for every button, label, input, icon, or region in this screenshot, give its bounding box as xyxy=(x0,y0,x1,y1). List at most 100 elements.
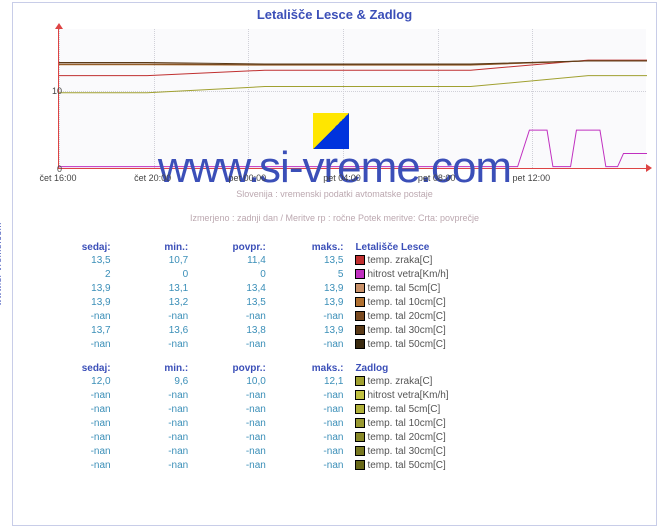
legend-swatch xyxy=(355,269,365,279)
legend-cell: temp. tal 20cm[C] xyxy=(349,431,636,445)
stat-cell: -nan xyxy=(39,417,117,431)
legend-cell: temp. tal 20cm[C] xyxy=(349,310,636,324)
legend-label: temp. tal 5cm[C] xyxy=(367,404,440,415)
x-tick-label: pet 12:00 xyxy=(513,173,551,183)
stat-cell: 13,9 xyxy=(272,282,350,296)
legend-swatch xyxy=(355,339,365,349)
legend-cell: temp. tal 30cm[C] xyxy=(349,445,636,459)
table-row: -nan-nan-nan-nantemp. tal 50cm[C] xyxy=(39,459,636,473)
stat-cell: 10,0 xyxy=(194,375,272,389)
stat-cell: -nan xyxy=(117,445,195,459)
stat-cell: -nan xyxy=(272,389,350,403)
stat-cell: 10,7 xyxy=(117,254,195,268)
stat-cell: 2 xyxy=(39,268,117,282)
stat-cell: -nan xyxy=(194,310,272,324)
stat-cell: 13,5 xyxy=(194,296,272,310)
stat-cell: 13,1 xyxy=(117,282,195,296)
legend-label: temp. zraka[C] xyxy=(367,255,432,266)
stat-cell: 13,9 xyxy=(272,324,350,338)
legend-label: temp. tal 50cm[C] xyxy=(367,339,445,350)
legend-label: temp. tal 30cm[C] xyxy=(367,325,445,336)
stat-cell: 9,6 xyxy=(117,375,195,389)
stat-cell: -nan xyxy=(194,459,272,473)
x-tick-label: pet 00:00 xyxy=(229,173,267,183)
x-tick-label: čet 16:00 xyxy=(39,173,76,183)
stat-cell: -nan xyxy=(117,459,195,473)
site-vertical-label: www.si-vreme.com xyxy=(0,222,3,306)
stat-cell: -nan xyxy=(194,445,272,459)
stat-cell: 0 xyxy=(117,268,195,282)
chart-title: Letališče Lesce & Zadlog xyxy=(13,3,656,22)
col-header: min.: xyxy=(117,241,195,254)
col-header: povpr.: xyxy=(194,241,272,254)
stat-cell: -nan xyxy=(272,338,350,352)
col-header: min.: xyxy=(117,362,195,375)
legend-cell: temp. tal 5cm[C] xyxy=(349,403,636,417)
table-row: 13,913,213,513,9temp. tal 10cm[C] xyxy=(39,296,636,310)
stat-cell: -nan xyxy=(117,310,195,324)
stat-cell: -nan xyxy=(272,459,350,473)
table-row: -nan-nan-nan-nantemp. tal 10cm[C] xyxy=(39,417,636,431)
series-line xyxy=(59,76,647,93)
chart-svg xyxy=(59,29,647,169)
legend-title: Zadlog xyxy=(349,362,636,375)
col-header: sedaj: xyxy=(39,362,117,375)
stat-cell: -nan xyxy=(117,417,195,431)
stat-cell: -nan xyxy=(39,310,117,324)
legend-label: hitrost vetra[Km/h] xyxy=(367,269,448,280)
legend-cell: temp. tal 50cm[C] xyxy=(349,459,636,473)
table-row: -nan-nan-nan-nantemp. tal 30cm[C] xyxy=(39,445,636,459)
x-tick-label: pet 08:00 xyxy=(418,173,456,183)
stat-cell: 13,9 xyxy=(39,296,117,310)
x-tick-label: pet 04:00 xyxy=(323,173,361,183)
legend-cell: temp. tal 50cm[C] xyxy=(349,338,636,352)
legend-swatch xyxy=(355,311,365,321)
stat-cell: 13,5 xyxy=(39,254,117,268)
col-header: sedaj: xyxy=(39,241,117,254)
stat-cell: -nan xyxy=(39,459,117,473)
stats-table: sedaj:min.:povpr.:maks.:Zadlog12,09,610,… xyxy=(39,362,636,473)
stat-cell: -nan xyxy=(39,403,117,417)
legend-cell: temp. tal 30cm[C] xyxy=(349,324,636,338)
stat-cell: -nan xyxy=(194,389,272,403)
legend-swatch xyxy=(355,432,365,442)
stat-cell: 11,4 xyxy=(194,254,272,268)
stat-cell: 0 xyxy=(194,268,272,282)
table-row: -nan-nan-nan-nantemp. tal 20cm[C] xyxy=(39,431,636,445)
stat-cell: 13,6 xyxy=(117,324,195,338)
stat-cell: -nan xyxy=(272,403,350,417)
legend-swatch xyxy=(355,390,365,400)
legend-swatch xyxy=(355,325,365,335)
table-row: 13,713,613,813,9temp. tal 30cm[C] xyxy=(39,324,636,338)
legend-cell: temp. zraka[C] xyxy=(349,254,636,268)
legend-label: temp. tal 5cm[C] xyxy=(367,283,440,294)
legend-swatch xyxy=(355,460,365,470)
legend-swatch xyxy=(355,297,365,307)
table-row: -nan-nan-nan-nantemp. tal 20cm[C] xyxy=(39,310,636,324)
stat-cell: -nan xyxy=(194,431,272,445)
stat-cell: -nan xyxy=(194,338,272,352)
stat-cell: -nan xyxy=(39,338,117,352)
legend-cell: hitrost vetra[Km/h] xyxy=(349,268,636,282)
legend-label: hitrost vetra[Km/h] xyxy=(367,390,448,401)
stat-cell: 13,4 xyxy=(194,282,272,296)
stat-cell: 13,2 xyxy=(117,296,195,310)
stat-cell: 13,8 xyxy=(194,324,272,338)
data-tables: sedaj:min.:povpr.:maks.:Letališče Lesce1… xyxy=(39,241,636,483)
stat-cell: -nan xyxy=(272,417,350,431)
series-line xyxy=(59,130,647,167)
stat-cell: -nan xyxy=(117,389,195,403)
stat-cell: -nan xyxy=(39,431,117,445)
legend-cell: hitrost vetra[Km/h] xyxy=(349,389,636,403)
legend-cell: temp. tal 10cm[C] xyxy=(349,296,636,310)
table-row: 13,913,113,413,9temp. tal 5cm[C] xyxy=(39,282,636,296)
table-row: 2005hitrost vetra[Km/h] xyxy=(39,268,636,282)
main-frame: Letališče Lesce & Zadlog www.si-vreme.co… xyxy=(12,2,657,526)
legend-label: temp. tal 10cm[C] xyxy=(367,297,445,308)
legend-label: temp. tal 30cm[C] xyxy=(367,446,445,457)
stat-cell: -nan xyxy=(117,403,195,417)
stat-cell: -nan xyxy=(39,445,117,459)
legend-label: temp. tal 20cm[C] xyxy=(367,432,445,443)
y-tick-label: 10 xyxy=(52,86,62,96)
stats-table: sedaj:min.:povpr.:maks.:Letališče Lesce1… xyxy=(39,241,636,352)
